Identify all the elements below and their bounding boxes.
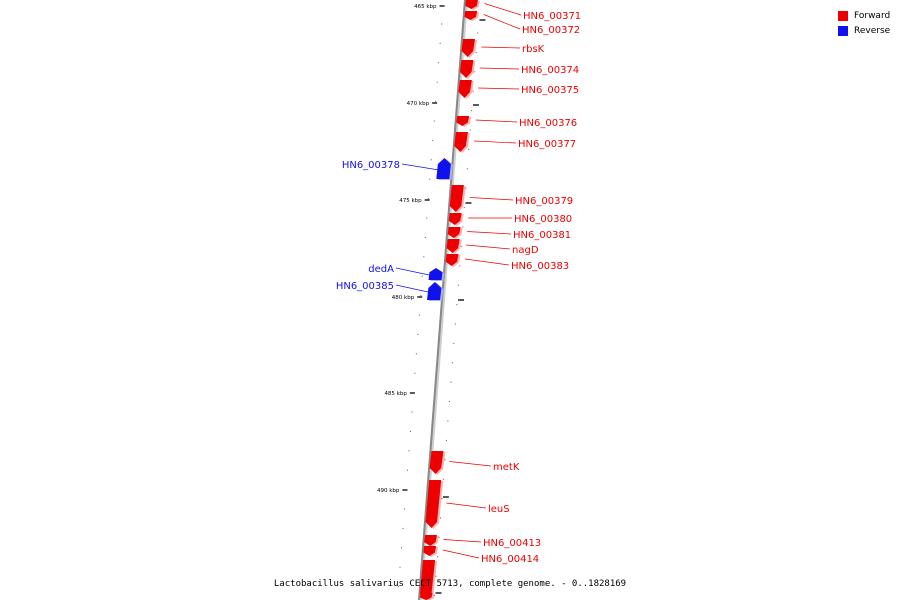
gene-label: HN6_00380 xyxy=(514,214,572,225)
gene-leader xyxy=(481,46,521,49)
gene-leader xyxy=(465,258,510,266)
gene-leader xyxy=(446,502,487,509)
tick-label: 475 kbp xyxy=(399,198,422,204)
gene-feature: HN6_00375 xyxy=(458,80,579,99)
legend: Forward Reverse xyxy=(838,8,890,38)
gene-feature: HN6_00413 xyxy=(424,535,541,549)
gene-arrow xyxy=(427,282,442,300)
gene-feature: HN6_00379 xyxy=(449,185,573,213)
gene-feature: HN6_00376 xyxy=(456,116,577,129)
gene-arrow xyxy=(445,254,459,266)
gene-feature: HN6_00374 xyxy=(460,60,579,79)
tick-label: 490 kbp xyxy=(377,488,400,494)
gene-leader xyxy=(395,267,435,277)
gene-arrow xyxy=(423,546,437,556)
gene-leader xyxy=(401,163,443,171)
gene-arrow xyxy=(424,535,437,546)
gene-arrow xyxy=(447,227,461,238)
gene-label: HN6_00414 xyxy=(481,554,539,565)
gene-label: HN6_00377 xyxy=(518,139,576,150)
gene-feature: HN6_00378 xyxy=(342,158,453,180)
gene-label: metK xyxy=(493,462,520,473)
gene-label: nagD xyxy=(512,245,539,256)
gene-features: HN6_00371 HN6_00372 rbsK HN6_00374 HN6_00375… xyxy=(336,0,581,600)
gene-leader xyxy=(475,119,518,123)
gene-arrow xyxy=(454,132,468,152)
gene-label: HN6_00376 xyxy=(519,118,577,129)
gene-feature: HN6_00372 xyxy=(464,11,580,36)
gene-label: HN6_00374 xyxy=(521,65,579,76)
gene-label: HN6_00381 xyxy=(513,230,571,241)
gene-feature: HN6_00414 xyxy=(423,546,539,565)
gene-label: HN6_00371 xyxy=(523,11,581,22)
gene-leader xyxy=(395,284,433,294)
gene-arrow xyxy=(461,39,476,57)
gene-label: HN6_00379 xyxy=(515,196,573,207)
gene-feature xyxy=(420,560,438,600)
tick-label: 485 kbp xyxy=(384,391,407,397)
gene-arrow xyxy=(420,560,436,600)
gene-arrow xyxy=(436,158,451,179)
gene-label: HN6_00372 xyxy=(522,25,580,36)
gene-leader xyxy=(478,87,520,90)
gene-feature: leuS xyxy=(425,480,510,529)
gene-arrow xyxy=(456,116,470,126)
gene-label: leuS xyxy=(488,504,510,515)
gene-label: HN6_00413 xyxy=(483,538,541,549)
gene-leader xyxy=(484,3,522,16)
gene-label: rbsK xyxy=(522,44,545,55)
gene-arrow xyxy=(464,11,478,20)
gene-label: HN6_00378 xyxy=(342,160,400,171)
gene-feature xyxy=(420,593,435,600)
gene-label: HN6_00375 xyxy=(521,85,579,96)
gene-arrow xyxy=(458,80,472,98)
gene-feature: HN6_00381 xyxy=(447,227,571,241)
gene-arrow xyxy=(446,239,460,253)
gene-arrow xyxy=(428,268,443,280)
gene-leader xyxy=(479,67,520,70)
tick-label: 470 kbp xyxy=(407,101,430,107)
gene-leader xyxy=(467,231,512,235)
legend-forward-label: Forward xyxy=(854,10,891,21)
gene-arrow xyxy=(460,60,474,78)
gene-feature: rbsK xyxy=(461,39,545,58)
gene-arrow xyxy=(448,213,462,225)
gene-feature: HN6_00377 xyxy=(454,132,576,153)
gene-arrow xyxy=(420,593,433,600)
scale-ticks: 465 kbp 470 kbp 475 kbp 480 kbp 485 kbp 490 k… xyxy=(377,4,486,597)
legend-forward: Forward xyxy=(838,8,890,23)
gene-label: dedA xyxy=(368,264,394,275)
legend-reverse-label: Reverse xyxy=(854,25,891,36)
gene-leader xyxy=(469,197,514,201)
gene-feature: HN6_00385 xyxy=(336,281,444,301)
gene-label: HN6_00383 xyxy=(511,261,569,272)
gene-feature: nagD xyxy=(446,239,539,256)
legend-reverse: Reverse xyxy=(838,23,890,38)
gene-leader xyxy=(466,244,511,250)
gene-arrow xyxy=(425,480,442,528)
gene-leader xyxy=(449,461,492,467)
gene-arrow xyxy=(449,185,464,212)
reverse-swatch xyxy=(838,25,848,36)
gene-arrow xyxy=(465,0,478,9)
gene-feature: HN6_00383 xyxy=(445,254,569,272)
tick-label: 465 kbp xyxy=(414,4,437,10)
gene-leader xyxy=(474,140,517,144)
gene-feature: dedA xyxy=(368,264,445,281)
gene-feature: HN6_00371 xyxy=(465,0,581,22)
map-caption: Lactobacillus salivarius CECT 5713, comp… xyxy=(273,579,627,589)
gene-feature: metK xyxy=(429,451,520,475)
forward-swatch xyxy=(838,10,848,21)
gene-leader xyxy=(443,539,482,543)
tick-label: 480 kbp xyxy=(392,295,415,301)
gene-leader xyxy=(442,549,480,559)
gene-label: HN6_00385 xyxy=(336,281,394,292)
gene-arrow xyxy=(429,451,444,474)
gene-leader xyxy=(483,14,521,30)
gene-feature: HN6_00380 xyxy=(448,213,572,226)
